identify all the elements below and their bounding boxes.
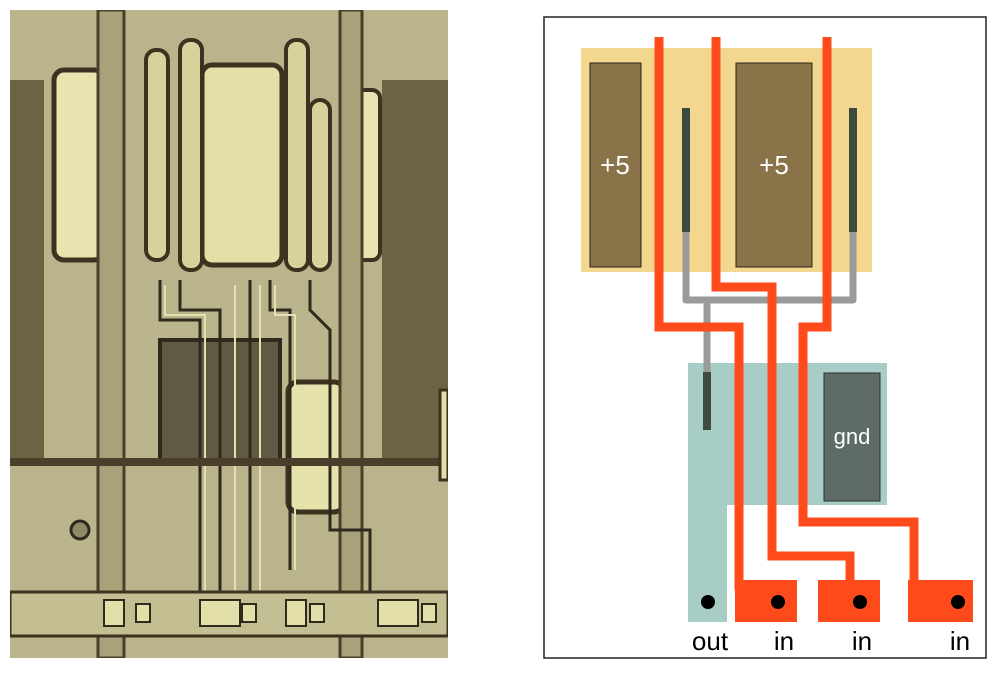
layout-diagram: +5 +5 gnd out in in in xyxy=(543,16,987,659)
pin-label-in: in xyxy=(774,626,794,656)
pin-label-in: in xyxy=(852,626,872,656)
poly-gate-2 xyxy=(711,37,855,590)
die-bottom-band xyxy=(10,458,448,466)
contact-bar xyxy=(682,108,690,232)
pin-dot xyxy=(951,595,965,609)
die-pad xyxy=(285,379,347,515)
poly-gate-1 xyxy=(654,37,744,590)
gnd-label: gnd xyxy=(834,424,871,449)
gnd-contact xyxy=(823,372,881,502)
input-pad xyxy=(735,580,797,622)
die-wires xyxy=(158,280,372,610)
die-trace xyxy=(284,38,310,272)
poly-gate-3 xyxy=(798,37,919,590)
vcc-label: +5 xyxy=(600,150,630,180)
pin-dot xyxy=(701,595,715,609)
die-via xyxy=(69,519,91,541)
die-dark-band xyxy=(382,80,448,460)
die-pad xyxy=(199,62,285,268)
pin-label-out: out xyxy=(692,626,729,656)
die-trace xyxy=(96,10,126,658)
vcc-contact xyxy=(735,62,813,268)
die-wires-light xyxy=(164,285,296,610)
contact-bar xyxy=(703,372,711,430)
die-trace xyxy=(144,48,170,262)
pin-dot xyxy=(771,595,785,609)
die-trace xyxy=(178,38,204,272)
pin-label-in: in xyxy=(950,626,970,656)
pin-dot xyxy=(853,595,867,609)
die-trace xyxy=(308,98,332,272)
die-bottom-contacts xyxy=(103,599,437,627)
die-right-edge xyxy=(438,388,448,482)
die-trace xyxy=(338,10,364,658)
die-photo xyxy=(10,10,448,658)
vcc-contact xyxy=(589,62,642,268)
input-pad xyxy=(818,580,880,622)
vcc-label: +5 xyxy=(759,150,789,180)
die-dark-band xyxy=(10,80,44,460)
contact-bar xyxy=(849,108,857,232)
